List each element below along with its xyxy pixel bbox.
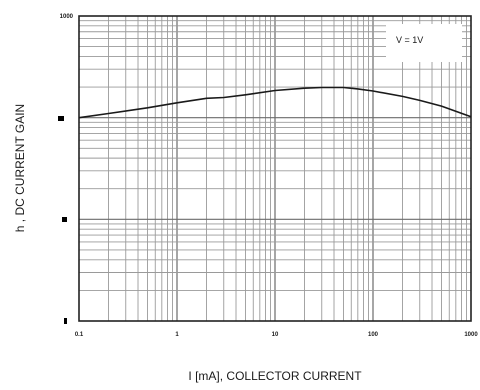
x-tick-label: 1 <box>175 332 179 338</box>
x-tick-label: 100 <box>368 332 379 338</box>
plot-frame <box>78 15 472 322</box>
x-tick-label: 1000 <box>464 332 478 338</box>
y-tick-marker <box>64 318 67 324</box>
y-tick-labels: 1000 <box>60 14 74 20</box>
series-line-dc-current-gain <box>78 86 472 119</box>
annotation-text: V = 1V <box>396 35 423 45</box>
x-tick-label: 10 <box>272 332 279 338</box>
grid <box>79 16 471 321</box>
annotation-box <box>386 24 462 62</box>
y-tick-marker <box>58 116 64 121</box>
x-axis-title: I [mA], COLLECTOR CURRENT <box>188 369 362 383</box>
y-tick-marker <box>62 217 67 222</box>
x-tick-labels: 0.1 1 10 100 1000 <box>75 332 479 338</box>
y-tick-label: 1000 <box>60 14 74 20</box>
y-axis-title: h , DC CURRENT GAIN <box>13 104 27 232</box>
x-tick-label: 0.1 <box>75 332 84 338</box>
